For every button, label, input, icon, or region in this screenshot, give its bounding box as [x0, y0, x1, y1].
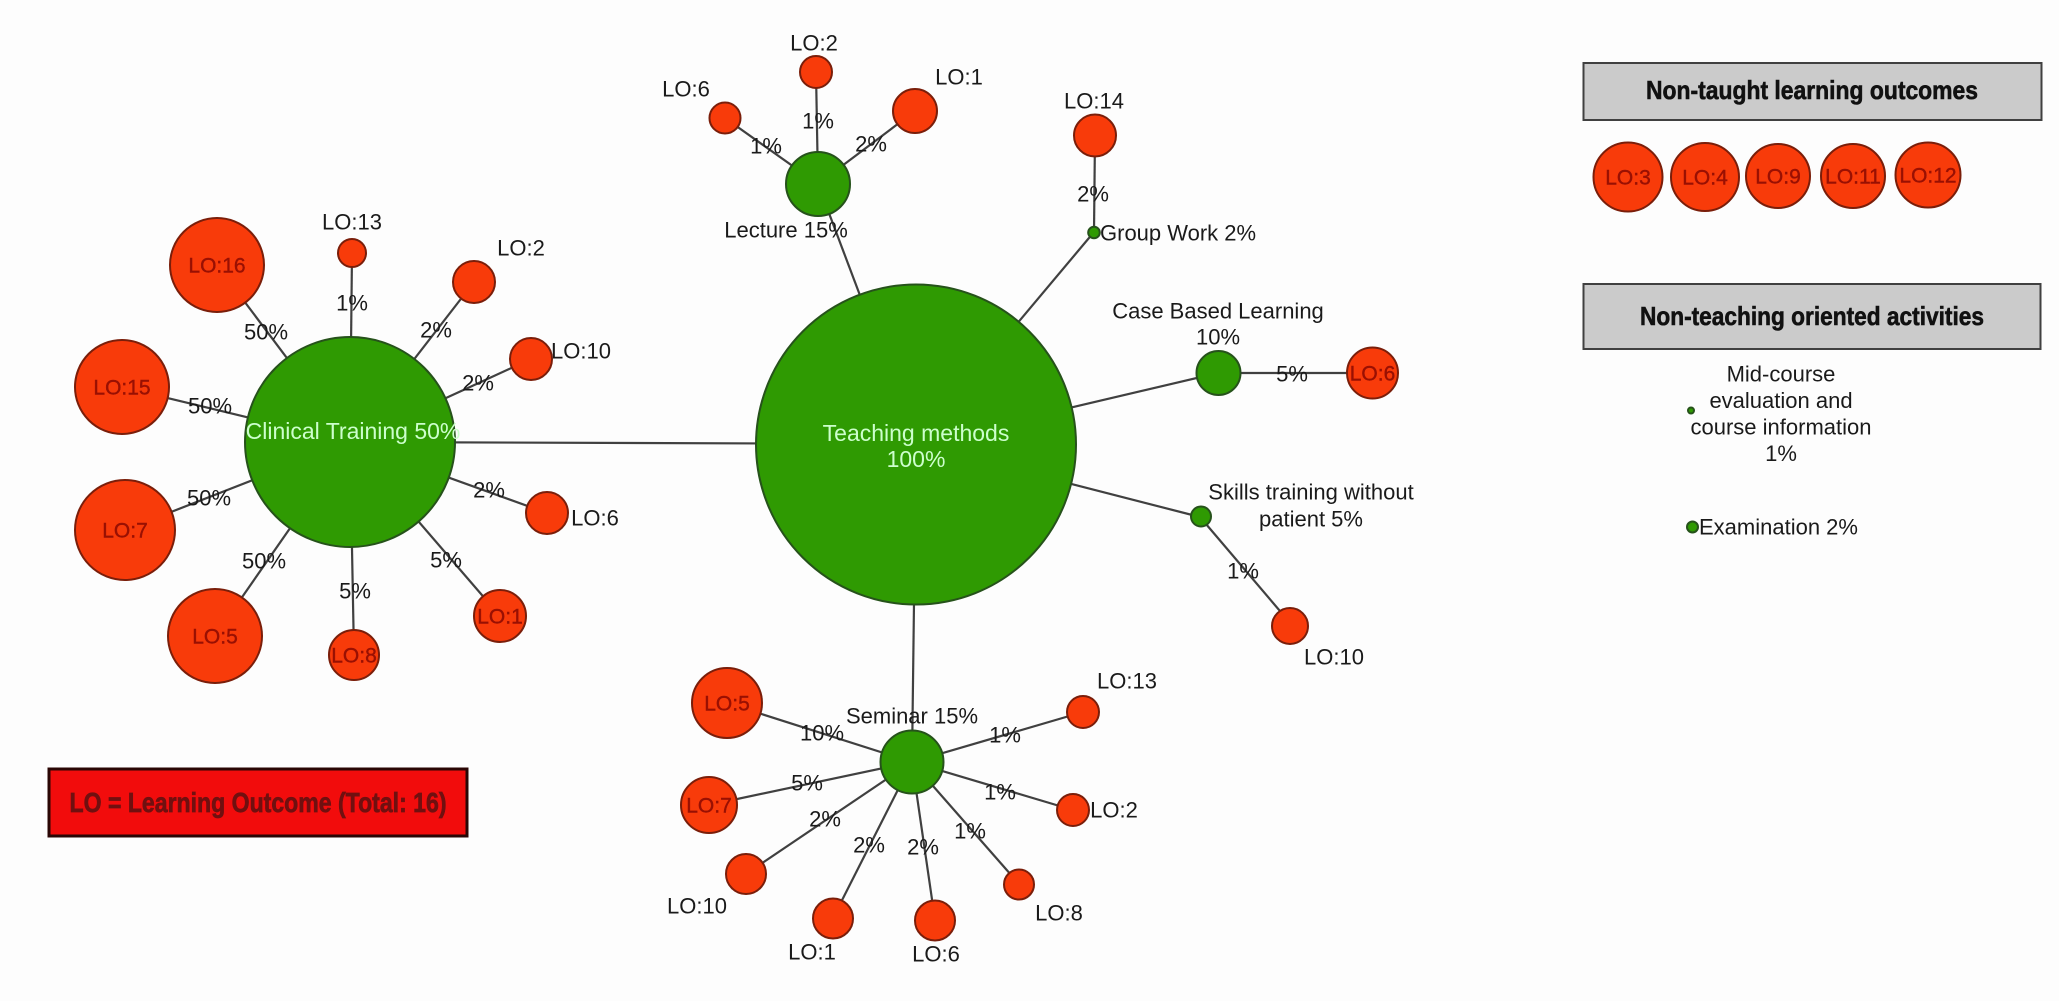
svg-text:Group Work 2%: Group Work 2% [1100, 221, 1256, 246]
svg-text:Case Based Learning: Case Based Learning [1112, 299, 1324, 324]
svg-text:LO = Learning Outcome (Total:: LO = Learning Outcome (Total: 16) [70, 787, 447, 818]
svg-text:2%: 2% [1077, 182, 1109, 207]
svg-text:LO:8: LO:8 [1035, 901, 1083, 926]
svg-text:LO:2: LO:2 [1090, 798, 1138, 823]
svg-text:10%: 10% [800, 721, 844, 746]
svg-text:2%: 2% [420, 318, 452, 343]
svg-text:LO:10: LO:10 [1304, 645, 1364, 670]
svg-text:10%: 10% [1196, 325, 1240, 350]
svg-text:Skills training without: Skills training without [1208, 480, 1413, 505]
svg-text:1%: 1% [802, 109, 834, 134]
svg-text:Non-teaching oriented activiti: Non-teaching oriented activities [1640, 301, 1984, 331]
svg-text:2%: 2% [462, 371, 494, 396]
svg-text:50%: 50% [187, 486, 231, 511]
svg-text:LO:7: LO:7 [686, 795, 732, 818]
svg-text:50%: 50% [244, 320, 288, 345]
svg-text:2%: 2% [907, 835, 939, 860]
svg-text:LO:6: LO:6 [662, 77, 710, 102]
svg-text:LO:6: LO:6 [912, 942, 960, 967]
svg-text:LO:6: LO:6 [571, 506, 619, 531]
svg-text:LO:1: LO:1 [935, 65, 983, 90]
svg-text:LO:4: LO:4 [1682, 167, 1728, 190]
svg-text:LO:5: LO:5 [704, 693, 750, 716]
svg-text:LO:9: LO:9 [1755, 166, 1801, 189]
svg-text:1%: 1% [336, 291, 368, 316]
svg-text:LO:14: LO:14 [1064, 89, 1124, 114]
svg-text:LO:10: LO:10 [667, 894, 727, 919]
svg-text:LO:10: LO:10 [551, 339, 611, 364]
svg-text:LO:13: LO:13 [1097, 669, 1157, 694]
svg-text:LO:12: LO:12 [1899, 165, 1956, 188]
svg-text:LO:1: LO:1 [477, 606, 523, 629]
svg-text:LO:8: LO:8 [331, 645, 377, 668]
svg-text:50%: 50% [242, 549, 286, 574]
svg-text:2%: 2% [473, 478, 505, 503]
svg-text:LO:13: LO:13 [322, 210, 382, 235]
svg-text:LO:5: LO:5 [192, 626, 238, 649]
svg-text:5%: 5% [791, 771, 823, 796]
svg-text:1%: 1% [750, 134, 782, 159]
svg-text:1%: 1% [954, 819, 986, 844]
svg-text:Lecture 15%: Lecture 15% [724, 218, 848, 243]
svg-text:2%: 2% [853, 833, 885, 858]
svg-text:evaluation and: evaluation and [1709, 388, 1852, 413]
svg-text:Clinical Training 50%: Clinical Training 50% [246, 418, 461, 444]
svg-text:100%: 100% [887, 446, 946, 472]
svg-text:Seminar 15%: Seminar 15% [846, 704, 978, 729]
svg-text:LO:16: LO:16 [188, 255, 245, 278]
svg-text:patient 5%: patient 5% [1259, 507, 1363, 532]
svg-text:1%: 1% [1227, 559, 1259, 584]
svg-text:1%: 1% [984, 780, 1016, 805]
svg-text:5%: 5% [339, 579, 371, 604]
svg-text:Examination 2%: Examination 2% [1699, 515, 1858, 540]
svg-text:Non-taught learning outcomes: Non-taught learning outcomes [1646, 75, 1978, 105]
svg-text:course information: course information [1691, 415, 1872, 440]
svg-text:2%: 2% [809, 807, 841, 832]
svg-text:LO:2: LO:2 [790, 31, 838, 56]
svg-text:LO:11: LO:11 [1825, 166, 1881, 189]
svg-text:LO:1: LO:1 [788, 940, 836, 965]
svg-text:LO:3: LO:3 [1605, 167, 1651, 190]
svg-text:5%: 5% [1276, 362, 1308, 387]
svg-text:50%: 50% [188, 394, 232, 419]
svg-text:1%: 1% [989, 723, 1021, 748]
svg-text:LO:2: LO:2 [497, 236, 545, 261]
svg-text:LO:15: LO:15 [93, 377, 150, 400]
svg-text:Mid-course: Mid-course [1727, 362, 1836, 387]
svg-text:2%: 2% [855, 132, 887, 157]
svg-text:1%: 1% [1765, 441, 1797, 466]
svg-text:Teaching methods: Teaching methods [823, 420, 1010, 446]
svg-text:LO:6: LO:6 [1350, 363, 1396, 386]
svg-text:LO:7: LO:7 [102, 520, 148, 543]
svg-text:5%: 5% [430, 548, 462, 573]
